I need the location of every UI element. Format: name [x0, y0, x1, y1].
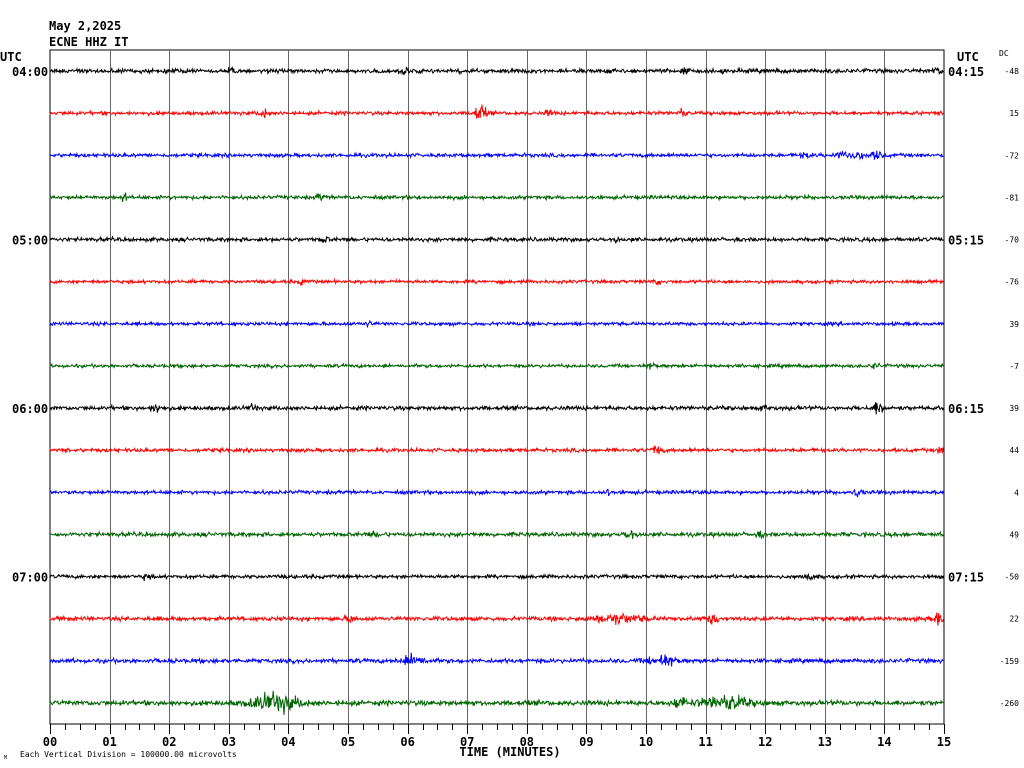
seismic-trace: [49, 572, 944, 582]
dc-offset-label: -50: [1005, 573, 1020, 582]
x-tick-label: 10: [639, 735, 653, 749]
dc-offset-label: 39: [1009, 404, 1019, 413]
utc-left-label: UTC: [0, 50, 22, 64]
seismic-trace: [49, 402, 944, 415]
x-tick-label: 00: [43, 735, 57, 749]
dc-offset-label: -260: [1000, 699, 1019, 708]
x-tick-label: 12: [758, 735, 772, 749]
dc-label: DC: [999, 49, 1009, 58]
x-tick-label: 08: [520, 735, 534, 749]
utc-right-label: UTC: [957, 50, 979, 64]
x-tick-label: 03: [222, 735, 236, 749]
left-time-label: 07:00: [12, 571, 48, 585]
x-tick-label: 02: [162, 735, 176, 749]
seismic-trace: [49, 66, 944, 76]
seismic-trace: [49, 319, 944, 329]
right-time-label: 05:15: [948, 234, 984, 248]
seismic-trace: [49, 150, 944, 161]
seismic-trace: [49, 277, 944, 287]
x-axis: 00 01 02 03 04 05 06 07 08 09 10 11 12 13 14 15: [43, 724, 951, 749]
seismic-trace: [49, 611, 944, 626]
dc-offset-label: -76: [1005, 278, 1020, 287]
trace-group: [49, 66, 944, 716]
x-tick-label: 06: [400, 735, 414, 749]
seismic-trace: [49, 690, 944, 716]
x-tick-label: 01: [102, 735, 116, 749]
x-tick-label: 07: [460, 735, 474, 749]
dc-offset-label: -72: [1005, 151, 1020, 160]
dc-offset-label: -48: [1005, 67, 1020, 76]
scale-icon: M: [4, 755, 7, 761]
dc-offset-label: -70: [1005, 236, 1020, 245]
x-axis-title: TIME (MINUTES): [459, 745, 560, 759]
dc-offset-label: 22: [1009, 615, 1019, 624]
x-tick-label: 11: [698, 735, 712, 749]
left-time-label: 06:00: [12, 402, 48, 416]
x-tick-label: 05: [341, 735, 355, 749]
date-label: May 2,2025: [49, 19, 122, 33]
left-time-label: 05:00: [12, 234, 48, 248]
dc-offset-label: -7: [1009, 362, 1019, 371]
plot-frame: [49, 49, 945, 725]
seismic-trace: [49, 488, 944, 498]
seismic-trace: [49, 192, 944, 202]
x-tick-label: 13: [818, 735, 832, 749]
right-time-label: 06:15: [948, 402, 984, 416]
left-time-label: 04:00: [12, 65, 48, 79]
seismic-trace: [49, 361, 944, 370]
x-tick-label: 04: [281, 735, 295, 749]
dc-offset-label: 44: [1009, 446, 1019, 455]
right-time-label: 04:15: [948, 65, 984, 79]
seismic-trace: [49, 235, 944, 244]
seismic-trace: [49, 104, 944, 119]
dc-offset-label: 4: [1014, 488, 1019, 497]
dc-offset-label: 15: [1009, 109, 1019, 118]
seismic-trace: [49, 652, 944, 667]
seismic-trace: [49, 529, 944, 540]
dc-offset-label: -81: [1005, 193, 1020, 202]
station-label: ECNE HHZ IT: [49, 35, 129, 49]
x-tick-label: 15: [937, 735, 951, 749]
grid: [49, 49, 945, 725]
right-time-label: 07:15: [948, 571, 984, 585]
x-tick-label: 14: [877, 735, 891, 749]
dc-offset-label: 49: [1009, 530, 1019, 539]
label-group: 04:00 05:00 06:00 07:00 04:15 05:15 06:15 07:15…: [12, 65, 1019, 708]
dc-offset-label: 39: [1009, 320, 1019, 329]
dc-offset-label: -159: [1000, 657, 1019, 666]
scale-note: Each Vertical Division = 100000.00 micro…: [20, 750, 237, 759]
x-tick-label: 09: [579, 735, 593, 749]
seismic-trace: [49, 445, 944, 455]
